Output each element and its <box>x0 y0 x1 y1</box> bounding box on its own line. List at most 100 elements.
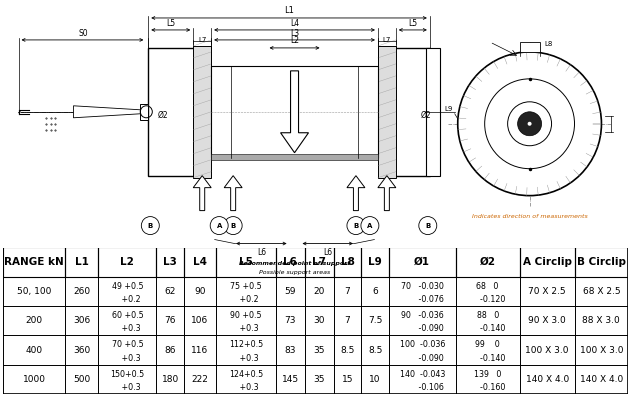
Text: 30: 30 <box>314 316 325 325</box>
Bar <box>193 46 211 178</box>
Circle shape <box>485 79 574 169</box>
Text: +0.3: +0.3 <box>114 324 141 333</box>
Text: L7: L7 <box>382 37 391 43</box>
Text: 7: 7 <box>345 316 350 325</box>
Circle shape <box>224 217 242 234</box>
Text: 140 X 4.0: 140 X 4.0 <box>580 375 623 384</box>
Text: 112+0.5: 112+0.5 <box>228 340 263 349</box>
Text: 360: 360 <box>73 346 90 354</box>
Text: 70 X 2.5: 70 X 2.5 <box>528 287 566 296</box>
Text: RANGE kN: RANGE kN <box>4 257 64 267</box>
Text: Ø1: Ø1 <box>415 257 430 267</box>
Text: 200: 200 <box>25 316 42 325</box>
Text: 100 X 3.0: 100 X 3.0 <box>526 346 569 354</box>
Text: B: B <box>353 223 358 228</box>
Text: B: B <box>425 223 430 228</box>
Text: 306: 306 <box>73 316 90 325</box>
Text: 62: 62 <box>165 287 176 296</box>
Text: 59: 59 <box>285 287 296 296</box>
Polygon shape <box>193 176 211 211</box>
Text: 124+0.5: 124+0.5 <box>228 369 263 379</box>
Text: 68 X 2.5: 68 X 2.5 <box>582 287 620 296</box>
Bar <box>380 48 430 176</box>
Text: 180: 180 <box>162 375 179 384</box>
Text: L3: L3 <box>163 257 177 267</box>
Text: A: A <box>216 223 222 228</box>
Bar <box>378 46 396 178</box>
Circle shape <box>361 217 379 234</box>
Text: -0.140: -0.140 <box>470 324 505 333</box>
Bar <box>519 42 540 52</box>
Text: Ø2: Ø2 <box>158 111 168 120</box>
Text: Recommended point of support: Recommended point of support <box>239 261 350 265</box>
Text: -0.090: -0.090 <box>401 354 444 363</box>
Text: 75 +0.5: 75 +0.5 <box>230 282 262 291</box>
Polygon shape <box>73 106 140 118</box>
Text: L3: L3 <box>290 29 299 38</box>
Text: B: B <box>148 223 153 228</box>
Text: L2: L2 <box>121 257 134 267</box>
Text: -0.160: -0.160 <box>470 383 505 392</box>
Bar <box>140 104 148 120</box>
Text: 1000: 1000 <box>23 375 45 384</box>
Text: 150+0.5: 150+0.5 <box>110 369 144 379</box>
Text: +0.3: +0.3 <box>232 383 259 392</box>
Text: 116: 116 <box>191 346 209 354</box>
Text: L6: L6 <box>323 248 333 257</box>
Text: B: B <box>230 223 236 228</box>
Text: 145: 145 <box>281 375 298 384</box>
Text: +0.2: +0.2 <box>232 295 259 304</box>
Text: 90 X 3.0: 90 X 3.0 <box>528 316 566 325</box>
Text: 86: 86 <box>165 346 176 354</box>
Polygon shape <box>378 176 396 211</box>
Text: 50, 100: 50, 100 <box>17 287 51 296</box>
Text: 35: 35 <box>314 375 325 384</box>
Circle shape <box>347 217 365 234</box>
Polygon shape <box>281 71 309 153</box>
Text: 140  -0.043: 140 -0.043 <box>399 369 445 379</box>
Text: 106: 106 <box>191 316 209 325</box>
Text: 88 X 3.0: 88 X 3.0 <box>582 316 620 325</box>
Text: A Circlip: A Circlip <box>522 257 572 267</box>
Text: L6: L6 <box>257 248 266 257</box>
Bar <box>211 66 378 158</box>
Text: L5: L5 <box>239 257 252 267</box>
Text: 68   0: 68 0 <box>476 282 499 291</box>
Text: 49 +0.5: 49 +0.5 <box>112 282 143 291</box>
Text: 90 +0.5: 90 +0.5 <box>230 311 261 320</box>
Text: 20: 20 <box>314 287 325 296</box>
Text: 100  -0.036: 100 -0.036 <box>399 340 445 349</box>
Text: L8: L8 <box>341 257 355 267</box>
Text: L7: L7 <box>312 257 326 267</box>
Text: 35: 35 <box>314 346 325 354</box>
Circle shape <box>457 52 601 196</box>
Text: L9: L9 <box>368 257 382 267</box>
Text: A: A <box>367 223 372 228</box>
Text: 7.5: 7.5 <box>368 316 382 325</box>
Bar <box>148 48 196 176</box>
Text: 100 X 3.0: 100 X 3.0 <box>580 346 623 354</box>
Text: Ø1: Ø1 <box>289 113 300 122</box>
Text: +0.3: +0.3 <box>232 324 259 333</box>
Text: 10: 10 <box>369 375 381 384</box>
Text: 8.5: 8.5 <box>340 346 355 354</box>
Circle shape <box>507 102 551 146</box>
Text: L4: L4 <box>290 19 299 28</box>
Text: 90: 90 <box>194 287 206 296</box>
Text: L1: L1 <box>74 257 88 267</box>
Text: -0.090: -0.090 <box>401 324 444 333</box>
Circle shape <box>141 217 159 234</box>
Text: +0.3: +0.3 <box>232 354 259 363</box>
Text: 6: 6 <box>372 287 378 296</box>
Circle shape <box>517 112 541 136</box>
Bar <box>211 154 378 160</box>
Polygon shape <box>347 176 365 211</box>
Text: 70 +0.5: 70 +0.5 <box>112 340 143 349</box>
Text: L4: L4 <box>193 257 207 267</box>
Text: 76: 76 <box>165 316 176 325</box>
Polygon shape <box>224 176 242 211</box>
Text: 60 +0.5: 60 +0.5 <box>112 311 143 320</box>
Text: Ø2: Ø2 <box>420 111 431 120</box>
Text: Indicates direction of measurements: Indicates direction of measurements <box>472 213 587 219</box>
Text: +0.2: +0.2 <box>114 295 141 304</box>
